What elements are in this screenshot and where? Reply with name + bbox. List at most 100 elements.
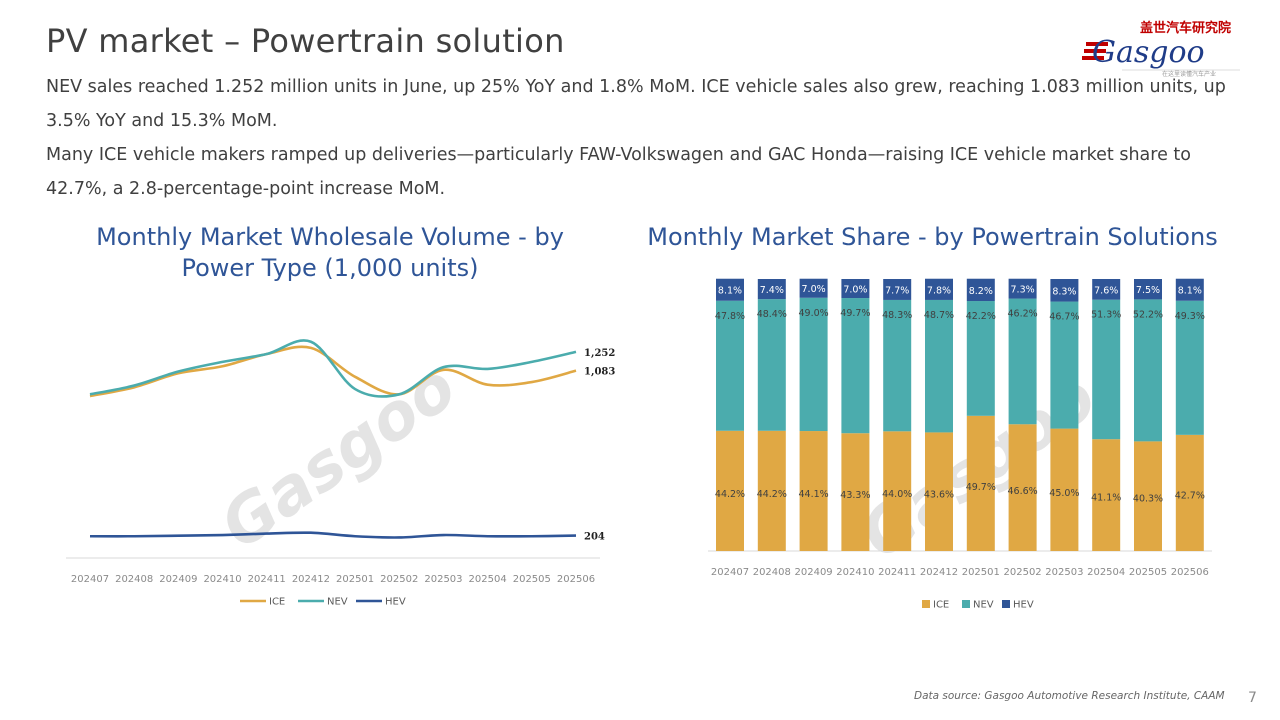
data-label: 42.2% [966, 311, 996, 322]
bar-segment-ice [883, 431, 912, 551]
x-tick-label: 202409 [159, 574, 197, 585]
legend-swatch-hev [1002, 600, 1010, 608]
logo-cn-text: 盖世汽车研究院 [1140, 20, 1231, 36]
bar-segment-hev [925, 278, 953, 300]
logo-tagline: 在这里读懂汽车产业 [1162, 70, 1216, 78]
legend-label: ICE [269, 597, 285, 608]
bar-segment-nev [883, 299, 912, 432]
page-number: 7 [1248, 690, 1257, 706]
x-tick-label: 202501 [336, 574, 374, 585]
x-tick-label: 202502 [380, 574, 418, 585]
data-label: 7.0% [802, 284, 826, 295]
data-label: 51.3% [1091, 310, 1121, 321]
legend-label: HEV [385, 597, 406, 608]
x-tick-label: 202505 [513, 574, 551, 585]
data-label: 44.0% [882, 489, 912, 500]
data-label: 204 [584, 532, 605, 543]
data-label: 46.6% [1008, 486, 1038, 497]
data-label: 7.0% [843, 285, 867, 296]
data-label: 8.3% [1052, 286, 1076, 297]
bar-segment-hev [1134, 279, 1162, 300]
bar-chart-title: Monthly Market Share - by Powertrain Sol… [647, 223, 1218, 251]
x-tick-label: 202503 [1045, 567, 1083, 578]
data-label: 52.2% [1133, 309, 1163, 320]
summary-paragraph: Many ICE vehicle makers ramped up delive… [46, 145, 1191, 199]
logo-stripe [1086, 42, 1108, 46]
data-label: 49.7% [966, 482, 996, 493]
legend-label: ICE [933, 600, 949, 611]
legend-label: NEV [973, 600, 994, 611]
legend-swatch-ice [922, 600, 930, 608]
data-label: 7.6% [1094, 285, 1118, 296]
data-label: 47.8% [715, 311, 745, 322]
data-label: 43.6% [924, 490, 954, 501]
data-label: 49.0% [799, 308, 829, 319]
data-label: 7.8% [927, 285, 951, 296]
bar-segment-hev [1050, 279, 1079, 302]
data-label: 49.7% [840, 308, 870, 319]
bar-segment-hev [716, 278, 744, 301]
bar-segment-nev [757, 299, 786, 431]
data-label: 48.4% [757, 309, 787, 320]
data-label: 49.3% [1175, 311, 1205, 322]
x-tick-label: 202407 [711, 567, 749, 578]
gasgoo-logo: 盖世汽车研究院 Gasgoo 在这里读懂汽车产业 [1082, 20, 1240, 78]
data-label: 8.1% [1178, 286, 1202, 297]
x-tick-label: 202504 [469, 574, 507, 585]
summary-text: NEV sales reached 1.252 million units in… [46, 70, 1241, 206]
data-label: 7.4% [760, 285, 784, 296]
bar-segment-nev [841, 298, 870, 434]
data-label: 46.2% [1008, 309, 1038, 320]
data-label: 8.1% [718, 286, 742, 297]
data-label: 42.7% [1175, 491, 1205, 502]
bar-segment-ice [966, 415, 995, 551]
data-label: 44.2% [715, 489, 745, 500]
series-line-hev [89, 531, 577, 539]
x-tick-label: 202410 [836, 567, 874, 578]
x-tick-label: 202506 [1171, 567, 1209, 578]
bar-segment-nev [1175, 300, 1204, 435]
data-label: 45.0% [1049, 488, 1079, 499]
bar-segment-ice [1092, 439, 1121, 551]
page-title: PV market – Powertrain solution [46, 22, 565, 60]
data-label: 48.3% [882, 310, 912, 321]
data-label: 44.2% [757, 489, 787, 500]
x-tick-label: 202502 [1004, 567, 1042, 578]
logo-stripe [1084, 49, 1106, 53]
bar-segment-hev [1008, 278, 1037, 299]
bar-segment-hev [1092, 279, 1121, 300]
x-tick-label: 202412 [920, 567, 958, 578]
x-tick-label: 202408 [753, 567, 791, 578]
bar-segment-nev [966, 301, 995, 416]
legend-label: HEV [1013, 600, 1034, 611]
bar-segment-hev [883, 279, 912, 300]
bar-segment-hev [1175, 278, 1204, 301]
logo-en-text: Gasgoo [1092, 35, 1205, 70]
x-tick-label: 202505 [1129, 567, 1167, 578]
bar-segment-ice [757, 430, 786, 551]
bar-segment-hev [799, 278, 828, 298]
bar-segment-nev [716, 300, 744, 431]
line-chart-title: Monthly Market Wholesale Volume - by Pow… [96, 223, 564, 282]
bar-segment-ice [799, 431, 828, 551]
x-tick-label: 202412 [292, 574, 330, 585]
x-tick-label: 202506 [557, 574, 595, 585]
x-tick-label: 202411 [248, 574, 286, 585]
data-label: 7.7% [885, 285, 909, 296]
x-tick-label: 202503 [424, 574, 462, 585]
logo-stripe [1082, 56, 1104, 60]
bar-segment-ice [841, 433, 870, 551]
series-line-ice [89, 345, 577, 398]
legend-swatch-nev [962, 600, 970, 608]
x-tick-label: 202410 [203, 574, 241, 585]
x-tick-label: 202408 [115, 574, 153, 585]
bar-segment-nev [1008, 298, 1037, 425]
data-label: 40.3% [1133, 494, 1163, 505]
bar-segment-nev [925, 299, 953, 433]
summary-paragraph: NEV sales reached 1.252 million units in… [46, 77, 1226, 131]
bar-segment-hev [841, 279, 870, 299]
data-label: 1,252 [584, 348, 615, 359]
x-tick-label: 202407 [71, 574, 109, 585]
data-label: 1,083 [584, 367, 615, 378]
bar-segment-ice [1008, 424, 1037, 551]
